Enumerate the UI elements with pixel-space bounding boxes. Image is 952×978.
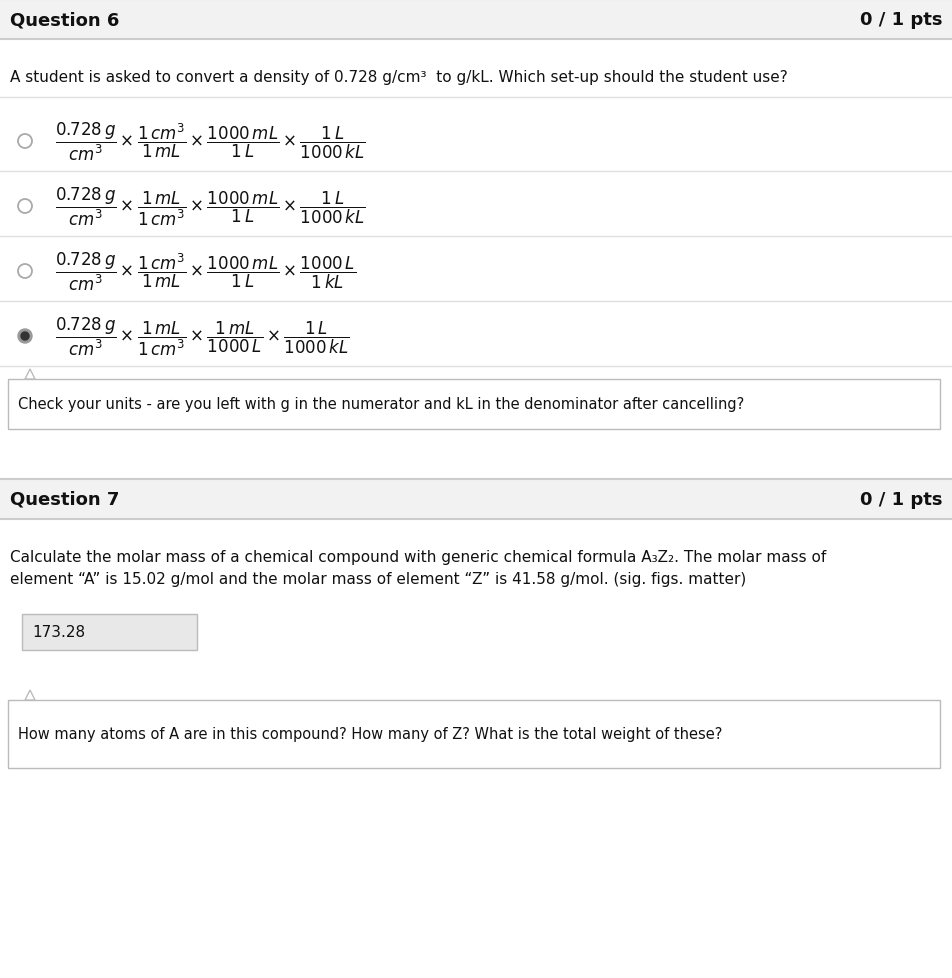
Circle shape [21, 333, 29, 340]
Circle shape [18, 330, 32, 343]
Text: Question 6: Question 6 [10, 11, 119, 29]
Text: Check your units - are you left with g in the numerator and kL in the denominato: Check your units - are you left with g i… [18, 397, 744, 412]
Bar [0, 0, 952, 40]
Text: How many atoms of A are in this compound? How many of Z? What is the total weigh: How many atoms of A are in this compound… [18, 727, 723, 741]
Polygon shape [25, 690, 35, 700]
Text: $\dfrac{0.728\,g}{cm^3} \times \dfrac{1\,mL}{1\,cm^3} \times \dfrac{1\,mL}{1000\: $\dfrac{0.728\,g}{cm^3} \times \dfrac{1\… [55, 316, 349, 358]
FancyBboxPatch shape [22, 614, 197, 650]
Text: Question 7: Question 7 [10, 491, 119, 509]
FancyBboxPatch shape [8, 700, 940, 768]
Text: $\dfrac{0.728\,g}{cm^3} \times \dfrac{1\,mL}{1\,cm^3} \times \dfrac{1000\,mL}{1\: $\dfrac{0.728\,g}{cm^3} \times \dfrac{1\… [55, 186, 366, 228]
Bar [0, 479, 952, 519]
Text: 0 / 1 pts: 0 / 1 pts [860, 11, 942, 29]
Text: element “A” is 15.02 g/mol and the molar mass of element “Z” is 41.58 g/mol. (si: element “A” is 15.02 g/mol and the molar… [10, 571, 746, 587]
Text: A student is asked to convert a density of 0.728 g/cm³  to g/kL. Which set-up sh: A student is asked to convert a density … [10, 70, 787, 85]
Text: 173.28: 173.28 [32, 625, 85, 640]
Text: $\dfrac{0.728\,g}{cm^3} \times \dfrac{1\,cm^3}{1\,mL} \times \dfrac{1000\,mL}{1\: $\dfrac{0.728\,g}{cm^3} \times \dfrac{1\… [55, 250, 356, 292]
Polygon shape [25, 370, 35, 379]
Text: $\dfrac{0.728\,g}{cm^3} \times \dfrac{1\,cm^3}{1\,mL} \times \dfrac{1000\,mL}{1\: $\dfrac{0.728\,g}{cm^3} \times \dfrac{1\… [55, 120, 366, 163]
FancyBboxPatch shape [8, 379, 940, 429]
Text: Calculate the molar mass of a chemical compound with generic chemical formula A₃: Calculate the molar mass of a chemical c… [10, 550, 826, 564]
Text: 0 / 1 pts: 0 / 1 pts [860, 491, 942, 509]
